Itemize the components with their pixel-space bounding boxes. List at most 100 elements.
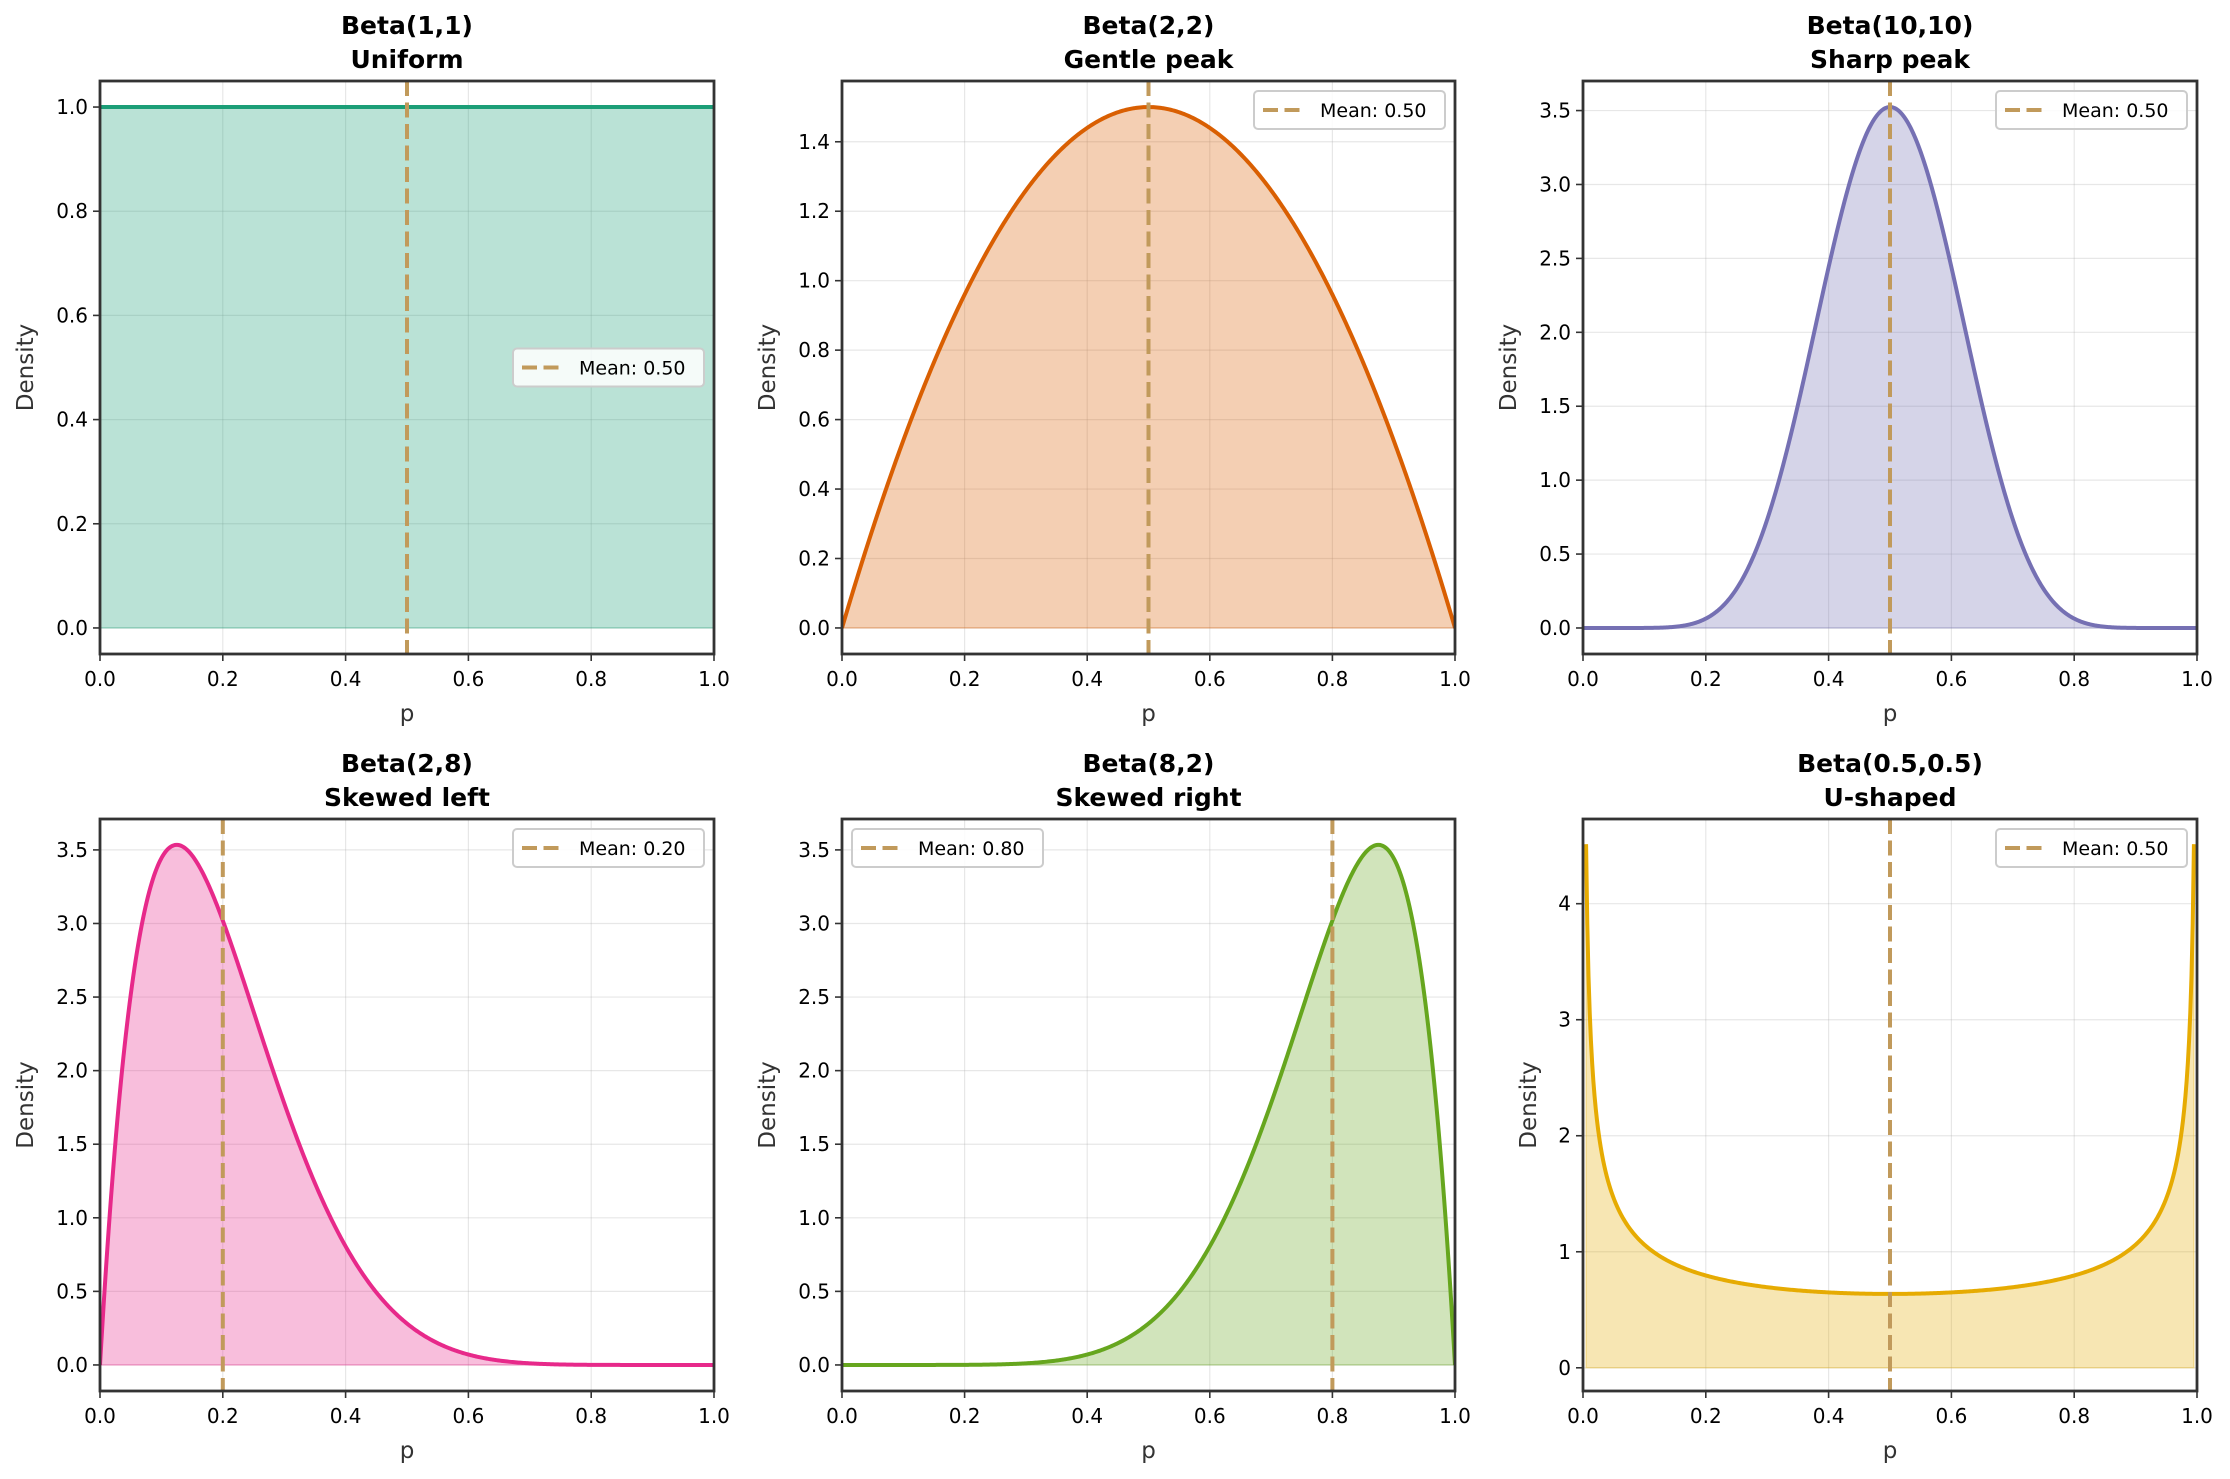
x-tick-label: 0.2 [1690, 667, 1722, 691]
x-tick-label: 1.0 [2181, 667, 2213, 691]
legend: Mean: 0.50 [1253, 90, 1446, 130]
subplot-subtitle: U-shaped [1824, 783, 1957, 812]
subplot-subtitle: Skewed left [324, 783, 490, 812]
x-tick-label: 0.8 [2058, 1404, 2090, 1428]
x-tick-label: 0.8 [575, 1404, 607, 1428]
legend-box [1253, 90, 1446, 130]
x-tick-label: 0.4 [1813, 1404, 1845, 1428]
legend-label: Mean: 0.20 [579, 838, 686, 860]
x-tick-label: 1.0 [1439, 1404, 1471, 1428]
x-tick-label: 0.2 [207, 1404, 239, 1428]
y-tick-label: 1.0 [1539, 468, 1571, 492]
legend-box [512, 347, 705, 388]
legend: Mean: 0.50 [1995, 90, 2188, 130]
x-tick-label: 0.6 [1194, 1404, 1226, 1428]
x-tick-label: 0.0 [1567, 1404, 1599, 1428]
y-tick-label: 0.0 [798, 1353, 830, 1377]
legend-label: Mean: 0.50 [1320, 100, 1427, 122]
y-tick-label: 0.0 [56, 616, 88, 640]
subplot-title: Beta(10,10) [1807, 11, 1974, 40]
x-axis-label: p [400, 701, 415, 727]
y-tick-label: 0.6 [56, 303, 88, 327]
legend-label: Mean: 0.50 [2062, 838, 2169, 860]
y-tick-label: 2.0 [56, 1059, 88, 1083]
x-tick-label: 0.8 [1316, 667, 1348, 691]
subplot-5: 0.0 0.2 0.4 0.6 0.8 1.0 0.0 0.5 1.0 1.5 2.0 2.5 3.0 3… [755, 749, 1471, 1464]
y-tick-label: 3.0 [56, 911, 88, 935]
x-tick-label: 0.6 [452, 667, 484, 691]
y-tick-label: 0.0 [56, 1353, 88, 1377]
legend-label: Mean: 0.80 [918, 838, 1025, 860]
y-tick-label: 2.0 [1539, 320, 1571, 344]
subplot-1: 0.0 0.2 0.4 0.6 0.8 1.0 0.0 0.2 0.4 0.6 0.8 1.0 p Den… [13, 11, 730, 727]
y-tick-label: 0.2 [56, 512, 88, 536]
y-tick-label: 0.4 [56, 408, 88, 432]
x-tick-label: 1.0 [1439, 667, 1471, 691]
axes-frame [98, 817, 716, 1393]
y-axis-label: Density [755, 324, 781, 411]
y-tick-label: 1.5 [56, 1132, 88, 1156]
y-axis-label: Density [13, 324, 39, 411]
x-tick-label: 0.2 [1690, 1404, 1722, 1428]
x-tick-label: 0.6 [1194, 667, 1226, 691]
y-tick-label: 0.5 [56, 1279, 88, 1303]
x-tick-label: 0.4 [1071, 667, 1103, 691]
y-tick-label: 3.0 [1539, 172, 1571, 196]
y-axis-label: Density [1516, 1061, 1542, 1148]
y-tick-label: 3.5 [1539, 99, 1571, 123]
y-tick-label: 1.0 [798, 269, 830, 293]
y-tick-label: 2.0 [798, 1059, 830, 1083]
x-tick-label: 0.2 [949, 1404, 981, 1428]
x-axis-label: p [1883, 701, 1898, 727]
y-tick-label: 0.0 [1539, 616, 1571, 640]
legend: Mean: 0.50 [512, 347, 705, 388]
x-tick-label: 1.0 [698, 1404, 730, 1428]
y-tick-label: 1.2 [798, 199, 830, 223]
y-tick-label: 1.0 [798, 1206, 830, 1230]
y-tick-label: 1.4 [798, 130, 830, 154]
y-axis-label: Density [13, 1061, 39, 1148]
x-tick-label: 0.0 [1567, 667, 1599, 691]
y-tick-label: 3.0 [798, 911, 830, 935]
y-tick-label: 0.5 [1539, 542, 1571, 566]
subplot-6: 0.0 0.2 0.4 0.6 0.8 1.0 0 1 2 3 4 p Density Beta(0.5,… [1516, 749, 2213, 1464]
y-tick-label: 4 [1558, 892, 1571, 916]
x-tick-label: 0.6 [1935, 1404, 1967, 1428]
x-tick-label: 1.0 [2181, 1404, 2213, 1428]
x-tick-label: 0.2 [207, 667, 239, 691]
x-tick-label: 0.6 [452, 1404, 484, 1428]
x-tick-label: 0.0 [826, 667, 858, 691]
density-curve [842, 842, 1455, 1367]
density-curve [100, 842, 714, 1367]
x-tick-label: 0.4 [330, 1404, 362, 1428]
subplot-title: Beta(8,2) [1083, 749, 1215, 778]
x-tick-label: 1.0 [698, 667, 730, 691]
y-tick-label: 0.8 [56, 199, 88, 223]
legend-box [1995, 828, 2188, 868]
y-tick-label: 0.8 [798, 338, 830, 362]
legend-label: Mean: 0.50 [579, 358, 686, 380]
y-tick-label: 2.5 [1539, 246, 1571, 270]
subplot-3: 0.0 0.2 0.4 0.6 0.8 1.0 0.0 0.5 1.0 1.5 2.0 2.5 3.0 3… [1496, 11, 2213, 727]
y-tick-label: 0 [1558, 1356, 1571, 1380]
y-tick-label: 0.0 [798, 616, 830, 640]
x-tick-label: 0.0 [84, 1404, 116, 1428]
x-tick-label: 0.4 [1071, 1404, 1103, 1428]
y-tick-label: 2.5 [798, 985, 830, 1009]
legend-box [851, 828, 1044, 868]
x-tick-label: 0.8 [2058, 667, 2090, 691]
subplot-subtitle: Gentle peak [1064, 45, 1235, 74]
subplot-title: Beta(1,1) [341, 11, 473, 40]
axes-frame [98, 79, 716, 656]
x-axis-label: p [1141, 1438, 1156, 1464]
legend: Mean: 0.80 [851, 828, 1044, 868]
x-tick-label: 0.8 [575, 667, 607, 691]
y-axis-label: Density [755, 1061, 781, 1148]
legend: Mean: 0.20 [512, 828, 705, 868]
x-tick-label: 0.2 [949, 667, 981, 691]
x-axis-label: p [1141, 701, 1156, 727]
subplot-title: Beta(2,2) [1083, 11, 1215, 40]
subplot-subtitle: Sharp peak [1810, 45, 1971, 74]
legend-label: Mean: 0.50 [2062, 100, 2169, 122]
